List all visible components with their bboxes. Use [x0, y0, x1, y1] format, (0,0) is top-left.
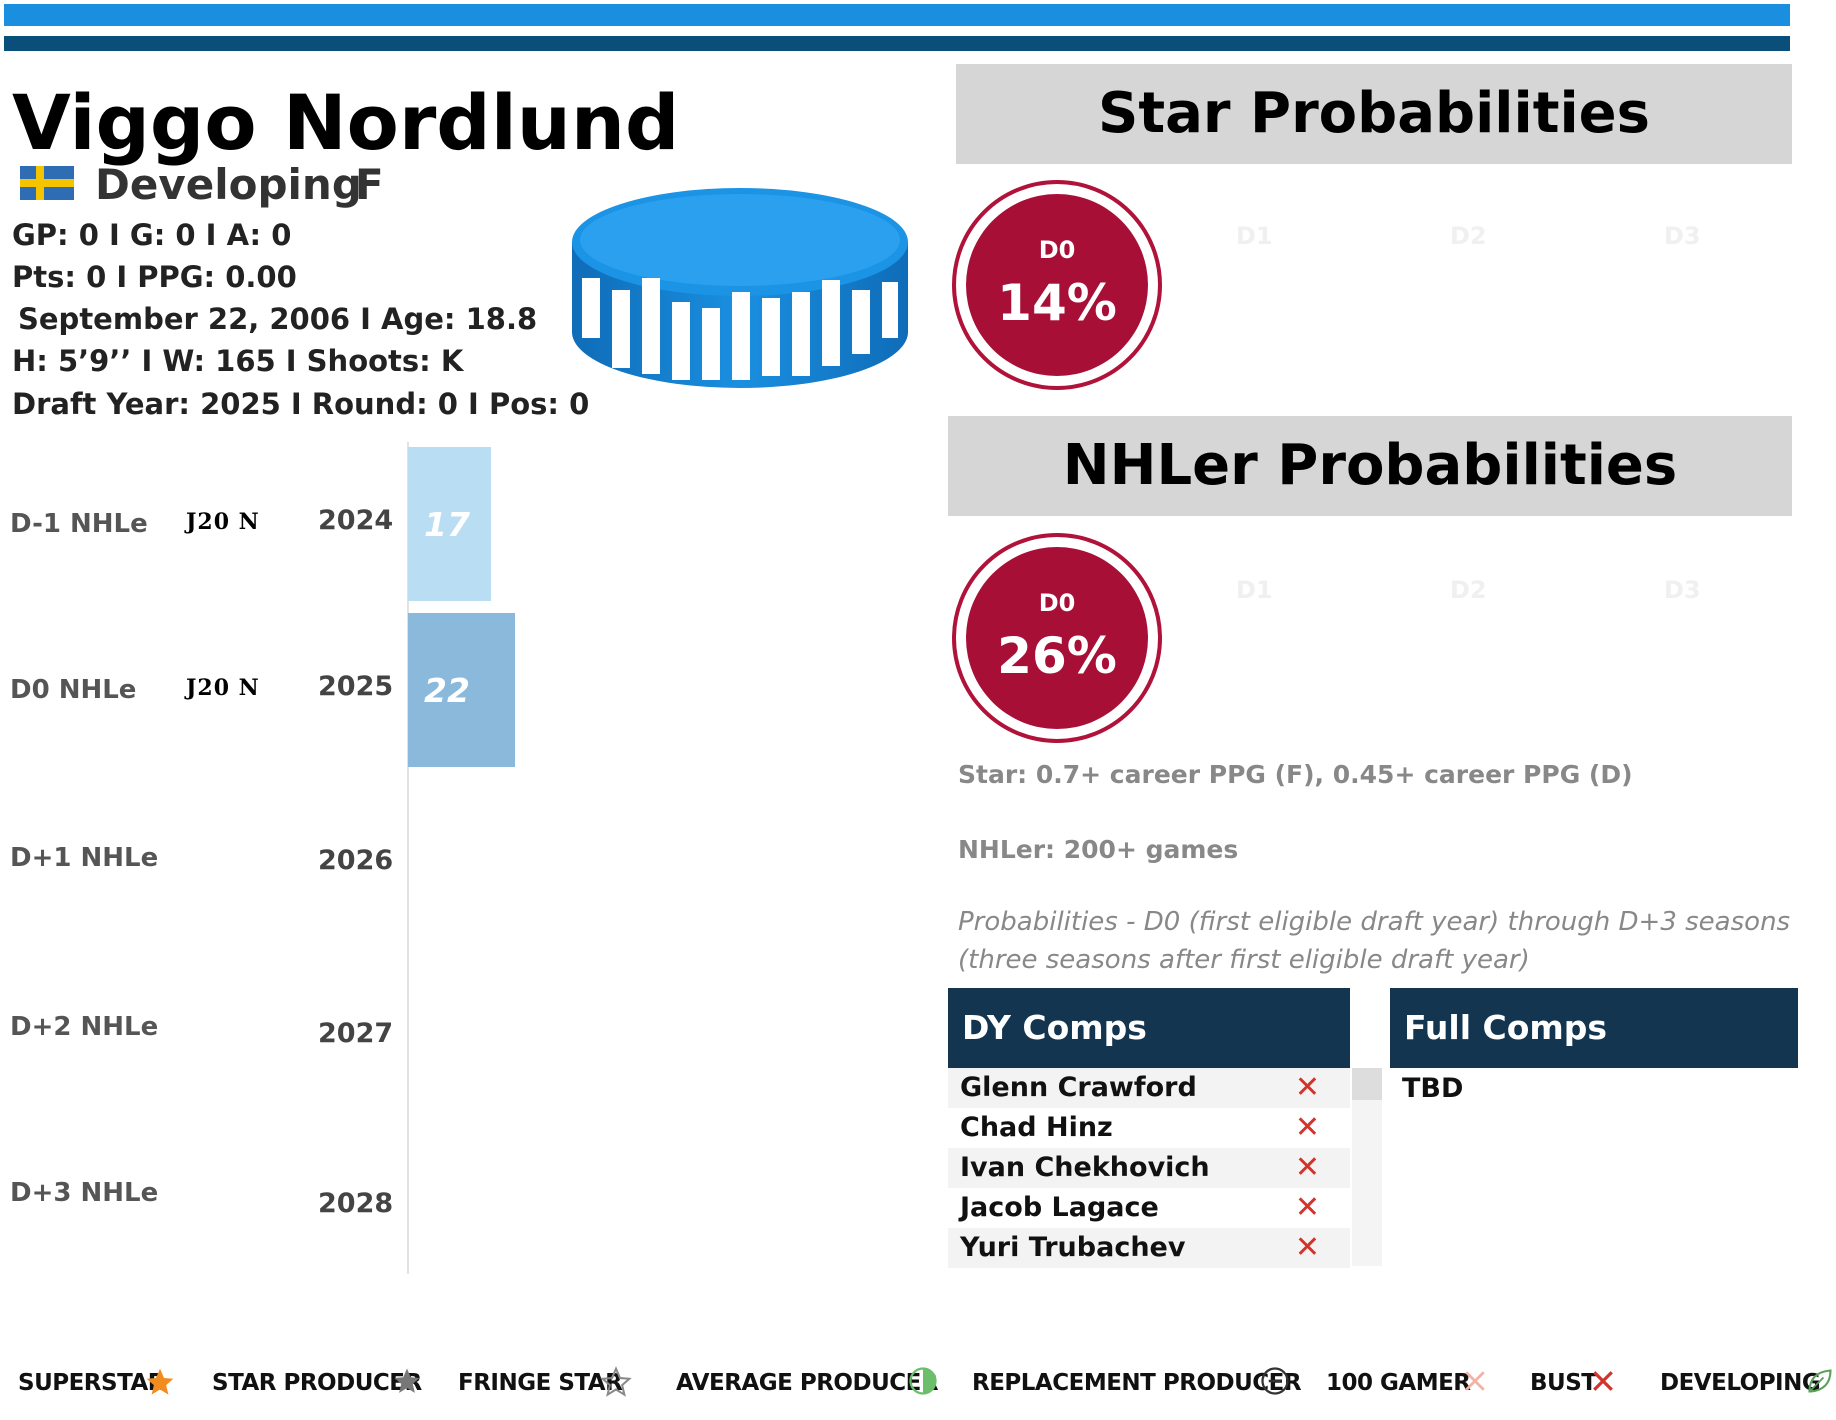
nhle-bar: 22 — [408, 613, 515, 767]
nhler-definition-note: NHLer: 200+ games — [958, 835, 1239, 864]
nhle-season-year: 2026 — [318, 845, 394, 876]
nhler-d1-label: D1 — [1236, 576, 1273, 604]
replacement-producer-icon — [1261, 1367, 1289, 1395]
dy-comp-name: Ivan Chekhovich — [960, 1152, 1210, 1183]
nhler-d0-probability-circle: D0 26% — [952, 533, 1162, 743]
stats-line-draft: Draft Year: 2025 I Round: 0 I Pos: 0 — [12, 387, 590, 421]
dy-comp-name: Chad Hinz — [960, 1112, 1113, 1143]
nhle-bar-value: 17 — [424, 505, 470, 544]
dy-comps-header: DY Comps — [948, 988, 1350, 1068]
star-d2-label: D2 — [1450, 222, 1487, 250]
legend-average-producer-label: AVERAGE PRODUCER — [676, 1370, 939, 1396]
dy-comp-row[interactable]: Glenn Crawford ✕ — [948, 1068, 1350, 1108]
star-d0-label: D0 — [1038, 236, 1076, 264]
nhler-probabilities-title: NHLer Probabilities — [948, 416, 1792, 516]
nhle-bar: 17 — [408, 447, 491, 601]
scrollbar-thumb[interactable] — [1352, 1068, 1382, 1100]
probabilities-note-line2: (three seasons after first eligible draf… — [958, 945, 1530, 975]
legend-fringe-star-label: FRINGE STAR — [458, 1370, 623, 1396]
player-name: Viggo Nordlund — [12, 78, 680, 167]
top-accent-bar — [4, 4, 1790, 26]
star-d1-label: D1 — [1236, 222, 1273, 250]
dy-comp-row[interactable]: Chad Hinz ✕ — [948, 1108, 1350, 1148]
dy-comp-name: Yuri Trubachev — [960, 1232, 1186, 1263]
dy-comp-row[interactable]: Ivan Chekhovich ✕ — [948, 1148, 1350, 1188]
bust-icon — [1593, 1371, 1613, 1391]
nhler-d2-label: D2 — [1450, 576, 1487, 604]
nhle-season-label: D+1 NHLe — [10, 843, 159, 873]
nhle-bar-value: 22 — [424, 671, 470, 710]
star-d0-value: 14% — [997, 274, 1117, 332]
full-comps-header: Full Comps — [1390, 988, 1798, 1068]
star-d0-probability-circle: D0 14% — [952, 180, 1162, 390]
player-position: F — [355, 160, 384, 209]
star-producer-icon — [394, 1368, 420, 1393]
legend-developing-label: DEVELOPING — [1660, 1370, 1821, 1396]
100-gamer-icon — [1465, 1371, 1485, 1391]
stats-line-birth: September 22, 2006 I Age: 18.8 — [18, 302, 538, 336]
dy-comp-name: Glenn Crawford — [960, 1072, 1197, 1103]
superstar-icon — [146, 1368, 174, 1395]
nhle-league-label: J20 N — [186, 509, 260, 535]
nhler-d0-label: D0 — [1038, 589, 1076, 617]
bust-icon: ✕ — [1294, 1070, 1320, 1105]
legend-bust-label: BUST — [1530, 1370, 1597, 1396]
nhle-season-year: 2025 — [318, 671, 394, 702]
nhler-d0-value: 26% — [997, 627, 1117, 685]
legend-replacement-producer-label: REPLACEMENT PRODUCER — [972, 1370, 1302, 1396]
sweden-flag-icon — [20, 166, 74, 200]
legend-superstar-label: SUPERSTAR — [18, 1370, 166, 1396]
nhle-season-label: D0 NHLe — [10, 675, 137, 705]
dy-comps-scrollbar[interactable] — [1352, 1068, 1382, 1266]
nhle-season-year: 2028 — [318, 1188, 394, 1219]
star-definition-note: Star: 0.7+ career PPG (F), 0.45+ career … — [958, 760, 1633, 789]
legend-100-gamer-label: 100 GAMER — [1326, 1370, 1471, 1396]
nhle-chart-axis — [407, 442, 409, 1274]
stats-line-points: Pts: 0 I PPG: 0.00 — [12, 260, 297, 294]
nhle-season-label: D+2 NHLe — [10, 1012, 159, 1042]
dy-comp-row[interactable]: Yuri Trubachev ✕ — [948, 1228, 1350, 1268]
player-status: Developing — [95, 160, 362, 209]
nhle-season-label: D-1 NHLe — [10, 509, 148, 539]
bust-icon: ✕ — [1294, 1110, 1320, 1145]
stats-line-physical: H: 5’9’’ I W: 165 I Shoots: K — [12, 344, 464, 378]
nhle-season-year: 2027 — [318, 1018, 394, 1049]
legend-star-producer-label: STAR PRODUCER — [212, 1370, 422, 1396]
average-producer-icon — [909, 1367, 937, 1395]
bust-icon: ✕ — [1294, 1190, 1320, 1225]
stats-line-games: GP: 0 I G: 0 I A: 0 — [12, 218, 292, 252]
nhle-season-label: D+3 NHLe — [10, 1178, 159, 1208]
nhle-season-year: 2024 — [318, 505, 394, 536]
star-probabilities-title: Star Probabilities — [956, 64, 1792, 164]
bust-icon: ✕ — [1294, 1230, 1320, 1265]
top-accent-bar-dark — [4, 36, 1790, 51]
puck-chart-logo-icon — [572, 188, 908, 388]
star-d3-label: D3 — [1664, 222, 1701, 250]
dy-comp-name: Jacob Lagace — [960, 1192, 1159, 1223]
fringe-star-icon — [600, 1366, 632, 1397]
dy-comp-row[interactable]: Jacob Lagace ✕ — [948, 1188, 1350, 1228]
nhle-league-label: J20 N — [186, 675, 260, 701]
bust-icon: ✕ — [1294, 1150, 1320, 1185]
nhler-d3-label: D3 — [1664, 576, 1701, 604]
developing-leaf-icon — [1808, 1369, 1832, 1393]
probabilities-note-line1: Probabilities - D0 (first eligible draft… — [958, 907, 1791, 937]
full-comps-value: TBD — [1402, 1073, 1464, 1104]
